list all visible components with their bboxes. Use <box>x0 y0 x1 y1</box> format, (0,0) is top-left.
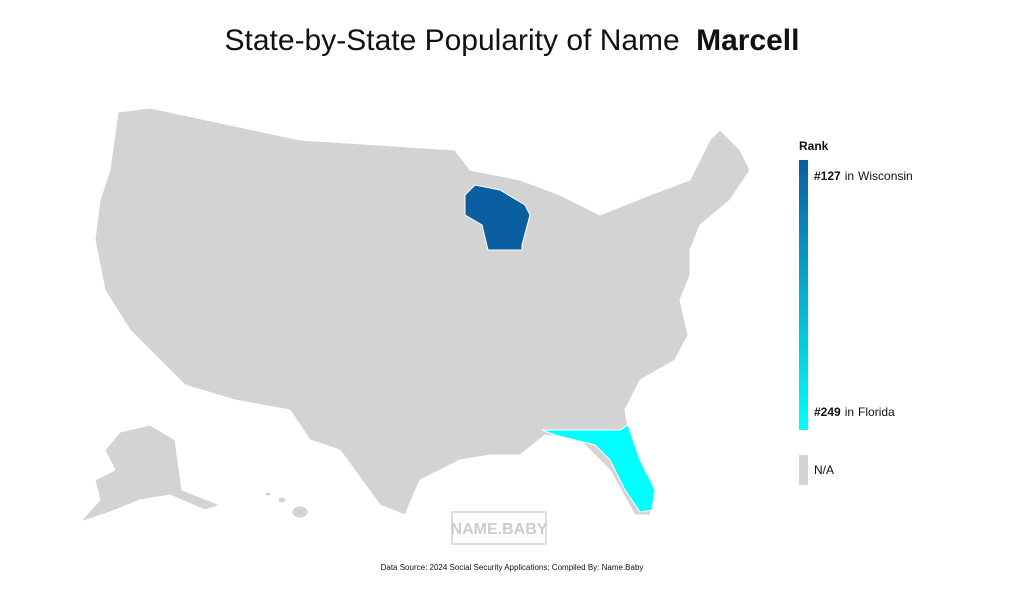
legend-gradient <box>799 160 808 430</box>
watermark-box <box>451 511 547 545</box>
footnote: Data Source: 2024 Social Security Applic… <box>381 563 644 572</box>
state-florida <box>541 424 656 513</box>
watermark: NAME.BABY <box>451 521 548 538</box>
state-wisconsin <box>464 184 531 251</box>
title-text: State-by-State Popularity of Name <box>225 24 680 57</box>
legend-state: Wisconsin <box>858 169 913 183</box>
hawaii <box>264 491 272 497</box>
title: State-by-State Popularity of Name Marcel… <box>225 24 800 57</box>
legend-entry: #127 in Wisconsin <box>814 169 913 183</box>
map <box>78 107 751 524</box>
legend-connector: in <box>845 169 854 183</box>
hawaii <box>277 496 287 504</box>
legend-na-label: N/A <box>814 463 834 477</box>
legend-connector: in <box>845 405 854 419</box>
legend-state: Florida <box>858 405 895 419</box>
legend-entry: #249 in Florida <box>814 405 895 419</box>
legend-rank: #127 <box>814 169 841 183</box>
alaska <box>78 424 222 524</box>
us-mainland <box>94 107 751 516</box>
title-name: Marcell <box>696 24 799 57</box>
legend-rank: #249 <box>814 405 841 419</box>
legend-title: Rank <box>799 139 829 153</box>
legend-na-swatch <box>799 455 808 485</box>
hawaii <box>291 505 309 519</box>
